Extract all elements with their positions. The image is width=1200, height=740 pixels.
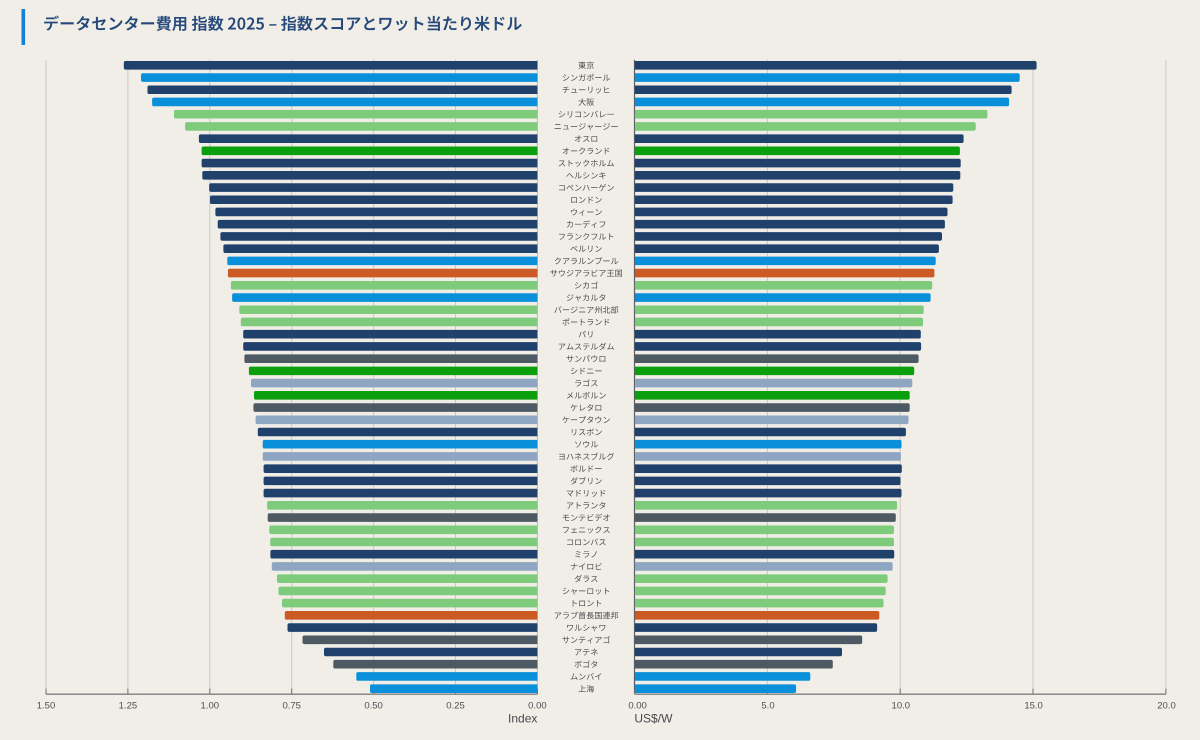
- svg-text:US$/W: US$/W: [634, 711, 673, 725]
- svg-text:0.00: 0.00: [628, 701, 647, 712]
- svg-text:Index: Index: [508, 711, 537, 725]
- svg-text:1.50: 1.50: [37, 701, 56, 712]
- svg-text:10.0: 10.0: [892, 701, 911, 712]
- svg-text:20.0: 20.0: [1157, 701, 1176, 712]
- svg-text:1.00: 1.00: [201, 701, 220, 712]
- svg-text:1.25: 1.25: [119, 701, 138, 712]
- svg-text:0.75: 0.75: [282, 701, 301, 712]
- svg-text:0.00: 0.00: [528, 701, 547, 712]
- svg-text:0.25: 0.25: [446, 701, 465, 712]
- svg-text:0.50: 0.50: [364, 701, 383, 712]
- svg-text:15.0: 15.0: [1024, 701, 1043, 712]
- svg-text:5.0: 5.0: [761, 701, 774, 712]
